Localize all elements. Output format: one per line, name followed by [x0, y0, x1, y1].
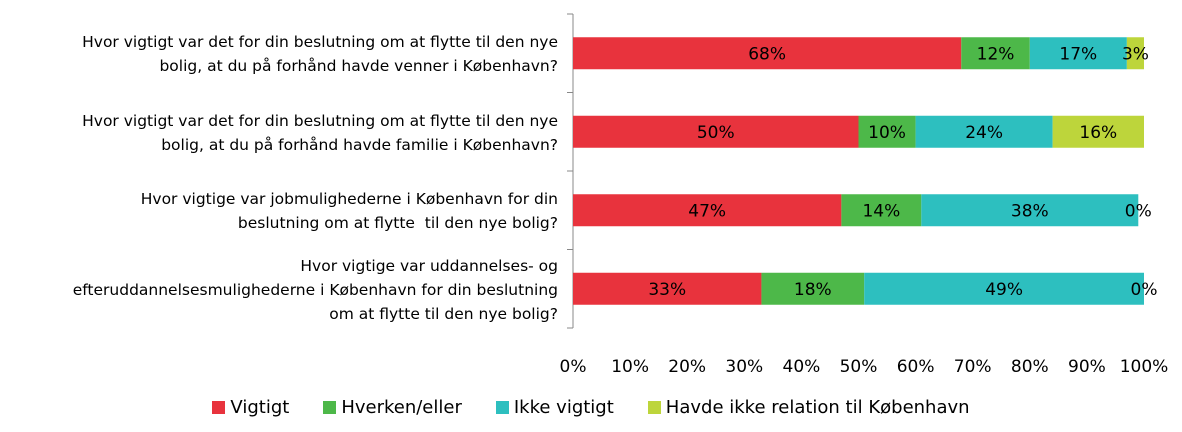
legend-swatch: [212, 401, 226, 414]
data-label: 24%: [965, 123, 1003, 143]
x-tick-label: 80%: [1011, 357, 1049, 377]
legend-label: Havde ikke relation til København: [665, 397, 970, 418]
data-label: 49%: [985, 280, 1023, 300]
bar-segment: [573, 37, 962, 70]
data-label: 18%: [794, 280, 832, 300]
data-label: 47%: [688, 201, 726, 221]
x-tick-label: 30%: [725, 357, 763, 377]
category-label: Hvor vigtigt var det for din beslutning …: [82, 33, 558, 76]
x-tick-label: 10%: [611, 357, 649, 377]
data-label: 12%: [977, 44, 1015, 64]
data-label: 0%: [1131, 280, 1158, 300]
legend-swatch: [495, 401, 509, 414]
bar-segment: [573, 272, 762, 305]
bar-segment: [864, 272, 1144, 305]
legend-item: Hverken/eller: [323, 397, 462, 418]
x-tick-label: 70%: [954, 357, 992, 377]
data-label: 14%: [862, 201, 900, 221]
data-label: 17%: [1059, 44, 1097, 64]
legend-swatch: [323, 401, 337, 414]
data-label: 0%: [1125, 201, 1152, 221]
x-tick-label: 40%: [783, 357, 821, 377]
category-label: Hvor vigtige var uddannelses- og efterud…: [72, 256, 558, 323]
data-label: 3%: [1122, 44, 1149, 64]
x-tick-label: 60%: [897, 357, 935, 377]
bar-segment: [1029, 37, 1127, 70]
legend-swatch: [647, 401, 661, 414]
legend: Vigtigt Hverken/eller Ikke vigtigt Havde ik…: [0, 397, 1182, 418]
legend-label: Ikke vigtigt: [513, 397, 614, 418]
bar-segment: [1126, 37, 1144, 70]
bar-segment: [841, 194, 922, 227]
data-label: 68%: [748, 44, 786, 64]
category-label: Hvor vigtigt var det for din beslutning …: [82, 111, 558, 154]
x-tick-label: 20%: [668, 357, 706, 377]
legend-item: Vigtigt: [212, 397, 289, 418]
data-label: 33%: [648, 280, 686, 300]
legend-item: Havde ikke relation til København: [647, 397, 970, 418]
bar-segment: [573, 115, 859, 148]
x-tick-label: 100%: [1120, 357, 1169, 377]
legend-label: Vigtigt: [230, 397, 290, 418]
bar-segment: [915, 115, 1053, 148]
data-label: 10%: [868, 123, 906, 143]
bar-segment: [858, 115, 916, 148]
category-label: Hvor vigtige var jobmulighederne i Køben…: [140, 190, 558, 233]
data-label: 50%: [697, 123, 735, 143]
bar-segment: [761, 272, 865, 305]
bar-segment: [921, 194, 1139, 227]
bar-segment: [1052, 115, 1144, 148]
data-label: 16%: [1079, 123, 1117, 143]
legend-item: Ikke vigtigt: [495, 397, 614, 418]
x-tick-label: 90%: [1068, 357, 1106, 377]
x-tick-label: 50%: [840, 357, 878, 377]
data-label: 38%: [1011, 201, 1049, 221]
x-tick-label: 0%: [560, 357, 587, 377]
legend-label: Hverken/eller: [341, 397, 462, 418]
bar-segment: [573, 194, 842, 227]
bar-segment: [961, 37, 1030, 70]
